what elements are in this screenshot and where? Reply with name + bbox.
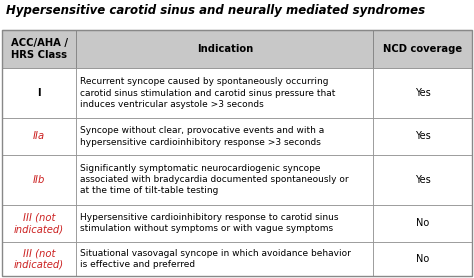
Bar <box>374 118 472 155</box>
Text: I: I <box>37 88 41 98</box>
Text: ACC/AHA /
HRS Class: ACC/AHA / HRS Class <box>10 38 68 60</box>
Bar <box>76 242 374 276</box>
Bar <box>2 30 76 68</box>
Text: Yes: Yes <box>415 88 430 98</box>
Bar <box>374 242 472 276</box>
Text: III (not
indicated): III (not indicated) <box>14 248 64 270</box>
Text: No: No <box>416 254 429 264</box>
Bar <box>76 30 374 68</box>
Bar <box>2 30 472 276</box>
Bar <box>76 155 374 205</box>
Bar <box>2 68 76 118</box>
Bar <box>2 155 76 205</box>
Bar <box>374 155 472 205</box>
Text: Syncope without clear, provocative events and with a
hypersensitive cardioinhibi: Syncope without clear, provocative event… <box>80 126 325 147</box>
Text: Hypersensitive cardioinhibitory response to carotid sinus
stimulation without sy: Hypersensitive cardioinhibitory response… <box>80 213 339 234</box>
Text: No: No <box>416 218 429 228</box>
Text: Yes: Yes <box>415 131 430 142</box>
Text: IIb: IIb <box>33 175 46 185</box>
Bar <box>374 68 472 118</box>
Text: Hypersensitive carotid sinus and neurally mediated syndromes: Hypersensitive carotid sinus and neurall… <box>6 4 425 17</box>
Bar <box>76 118 374 155</box>
Text: Significantly symptomatic neurocardiogenic syncope
associated with bradycardia d: Significantly symptomatic neurocardiogen… <box>80 164 349 195</box>
Text: NCD coverage: NCD coverage <box>383 44 462 54</box>
Bar <box>2 205 76 242</box>
Text: Yes: Yes <box>415 175 430 185</box>
Bar <box>76 205 374 242</box>
Text: Indication: Indication <box>197 44 253 54</box>
Bar <box>2 242 76 276</box>
Bar <box>374 205 472 242</box>
Bar <box>2 118 76 155</box>
Text: Recurrent syncope caused by spontaneously occurring
carotid sinus stimulation an: Recurrent syncope caused by spontaneousl… <box>80 77 336 109</box>
Text: Situational vasovagal syncope in which avoidance behavior
is effective and prefe: Situational vasovagal syncope in which a… <box>80 249 351 269</box>
Text: IIa: IIa <box>33 131 45 142</box>
Bar <box>374 30 472 68</box>
Text: III (not
indicated): III (not indicated) <box>14 213 64 234</box>
Bar <box>76 68 374 118</box>
